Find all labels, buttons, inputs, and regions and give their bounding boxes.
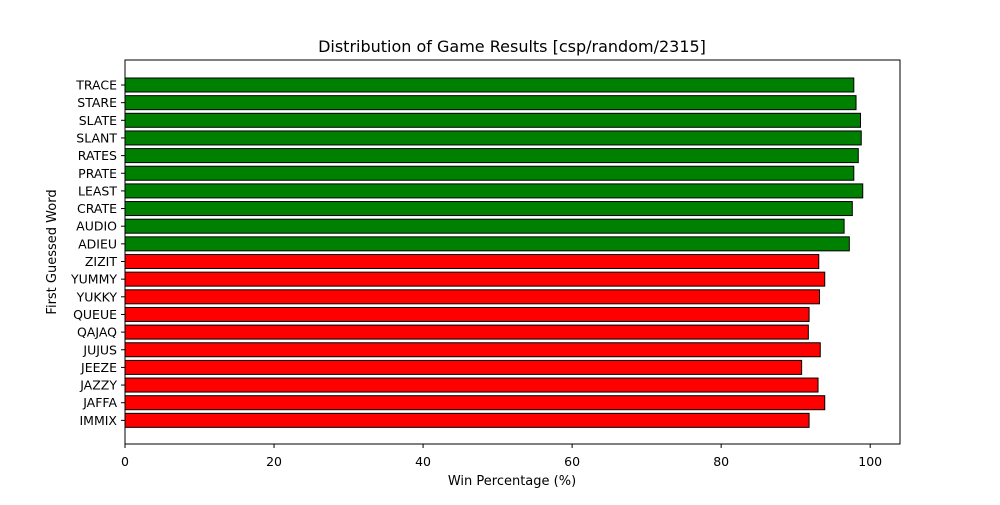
y-tick-label: JEEZE xyxy=(80,360,117,375)
bar-jujus xyxy=(124,342,821,358)
y-axis-label: First Guessed Word xyxy=(45,189,60,314)
bar-slate xyxy=(124,112,862,128)
bar-rates xyxy=(124,148,859,164)
x-axis: 0 20 40 60 80 100 xyxy=(121,444,882,469)
bar-jazzy xyxy=(124,377,819,393)
x-tick-label: 20 xyxy=(266,454,282,469)
x-tick-label: 40 xyxy=(415,454,431,469)
bar-least xyxy=(124,183,864,199)
y-tick-label: JAFFA xyxy=(82,395,117,410)
y-axis: TRACE STARE SLATE SLANT RATES PRATE LEAST CRATE… xyxy=(70,78,125,428)
y-tick-label: AUDIO xyxy=(76,219,117,234)
y-tick-label: JAZZY xyxy=(79,378,117,393)
y-tick-label: LEAST xyxy=(78,183,117,198)
bar-slant xyxy=(124,130,862,146)
bar-prate xyxy=(124,165,855,181)
y-tick-label: SLATE xyxy=(79,113,117,128)
y-tick-label: QAJAQ xyxy=(77,325,117,340)
bar-zizit xyxy=(124,254,820,269)
plot-frame xyxy=(124,59,901,445)
bar-jeeze xyxy=(124,359,803,375)
bar-crate xyxy=(124,201,853,217)
x-tick-label: 0 xyxy=(121,454,129,469)
y-tick-label: SLANT xyxy=(76,130,117,145)
bar-queue xyxy=(124,306,810,322)
y-tick-label: ZIZIT xyxy=(85,254,117,269)
x-tick-label: 100 xyxy=(858,454,882,469)
x-tick-label: 60 xyxy=(564,454,580,469)
bar-adieu xyxy=(124,236,850,252)
bar-yummy xyxy=(124,271,826,287)
bar-audio xyxy=(124,218,845,234)
y-tick-label: TRACE xyxy=(75,78,117,93)
y-tick-label: JUJUS xyxy=(82,342,117,357)
y-tick-label: QUEUE xyxy=(73,307,117,322)
chart-title: Distribution of Game Results [csp/random… xyxy=(318,37,706,56)
bar-immix xyxy=(124,412,810,428)
y-tick-label: YUKKY xyxy=(76,289,118,304)
y-tick-label: STARE xyxy=(77,95,117,110)
y-tick-label: IMMIX xyxy=(79,413,117,428)
x-axis-label: Win Percentage (%) xyxy=(448,474,576,489)
y-tick-label: YUMMY xyxy=(70,272,117,287)
bar-stare xyxy=(124,95,857,111)
bar-trace xyxy=(124,77,855,93)
bar-qajaq xyxy=(124,324,809,340)
y-tick-label: PRATE xyxy=(78,166,117,181)
y-tick-label: CRATE xyxy=(77,201,117,216)
y-tick-label: RATES xyxy=(78,148,117,163)
y-tick-label: ADIEU xyxy=(78,236,117,251)
bar-yukky xyxy=(124,289,821,305)
bar-jaffa xyxy=(124,395,826,411)
x-tick-label: 80 xyxy=(713,454,729,469)
